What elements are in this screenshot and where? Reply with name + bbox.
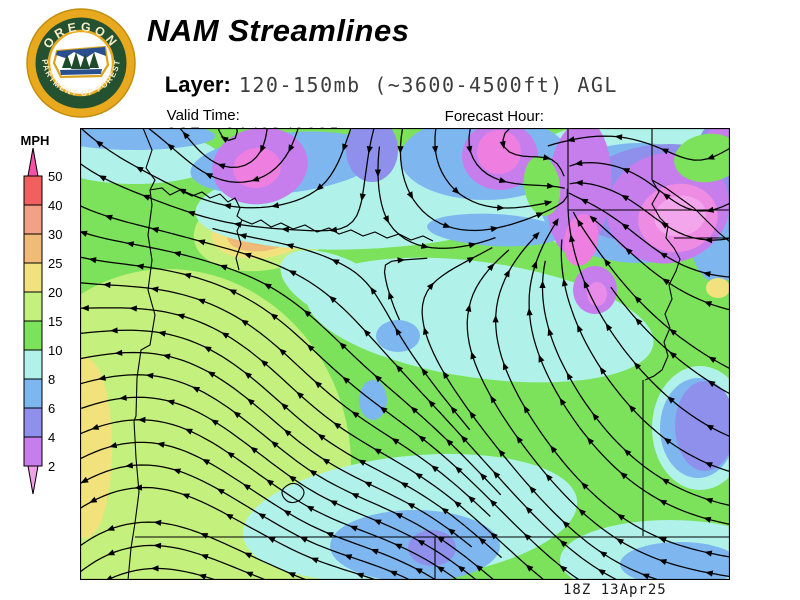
- legend-tick-label: 10: [48, 343, 62, 358]
- valid-time-label: Valid Time:: [166, 107, 240, 124]
- speed-contours: [80, 128, 730, 580]
- tree-icon: [80, 54, 90, 69]
- logo-state-emblem: [52, 45, 110, 79]
- lake-outline: [281, 482, 305, 504]
- legend-tick-label: 30: [48, 227, 62, 242]
- legend-arrow-above-max: [27, 147, 39, 177]
- legend-band: [23, 407, 43, 438]
- legend-tick-label: 15: [48, 314, 62, 329]
- legend-band: [23, 378, 43, 409]
- legend-tick-label: 40: [48, 198, 62, 213]
- odf-logo: OREGON DEPARTMENT OF FORESTRY: [24, 6, 136, 118]
- tree-row: [62, 52, 99, 69]
- page-title: NAM Streamlines: [147, 13, 410, 48]
- legend-band: [23, 233, 43, 264]
- legend-band: [23, 320, 43, 351]
- snake-river: [644, 179, 730, 381]
- legend-band: [23, 349, 43, 380]
- map-canvas: [80, 128, 730, 580]
- legend-tick-label: 4: [48, 430, 55, 445]
- tree-icon: [62, 54, 72, 68]
- legend-tick-labels: 50 40 30 25 20 15 10 8 6 4 2: [48, 169, 62, 474]
- layer-value: 120-150mb (~3600-4500ft) AGL: [238, 73, 618, 97]
- wind-speed-legend: MPH 50 40 30 25 20 15 10 8 6 4 2: [16, 132, 86, 510]
- layer-label: Layer:: [164, 72, 231, 97]
- forecast-hour-label: Forecast Hour:: [444, 108, 544, 125]
- willamette-river: [235, 219, 243, 271]
- mountain-icon: [56, 47, 106, 58]
- legend-band: [23, 436, 43, 467]
- columbia-river: [149, 187, 434, 242]
- water-icon: [60, 69, 102, 75]
- legend-band: [23, 291, 43, 322]
- streamlines: [80, 128, 730, 580]
- legend-tick-label: 25: [48, 256, 62, 271]
- legend-band: [23, 175, 43, 206]
- legend-tick-label: 50: [48, 169, 62, 184]
- layer-row: Layer: 120-150mb (~3600-4500ft) AGL: [147, 54, 618, 116]
- legend-tick-label: 6: [48, 401, 55, 416]
- legend-tick-label: 20: [48, 285, 62, 300]
- legend-bar: MPH 50 40 30 25 20 15 10 8 6 4 2: [21, 133, 62, 495]
- legend-band: [23, 262, 43, 293]
- tree-icon: [71, 52, 81, 69]
- tree-icon: [89, 52, 99, 68]
- streamline-map: [80, 128, 730, 580]
- state-borders: [135, 128, 730, 580]
- legend-tick-label: 2: [48, 459, 55, 474]
- legend-title: MPH: [21, 133, 50, 148]
- legend-band: [23, 204, 43, 235]
- legend-arrow-below-min: [27, 465, 39, 495]
- map-frame: [80, 128, 730, 580]
- map-timestamp: 18Z 13Apr25: [563, 582, 667, 598]
- legend-tick-label: 8: [48, 372, 55, 387]
- legend-bands: [23, 147, 43, 495]
